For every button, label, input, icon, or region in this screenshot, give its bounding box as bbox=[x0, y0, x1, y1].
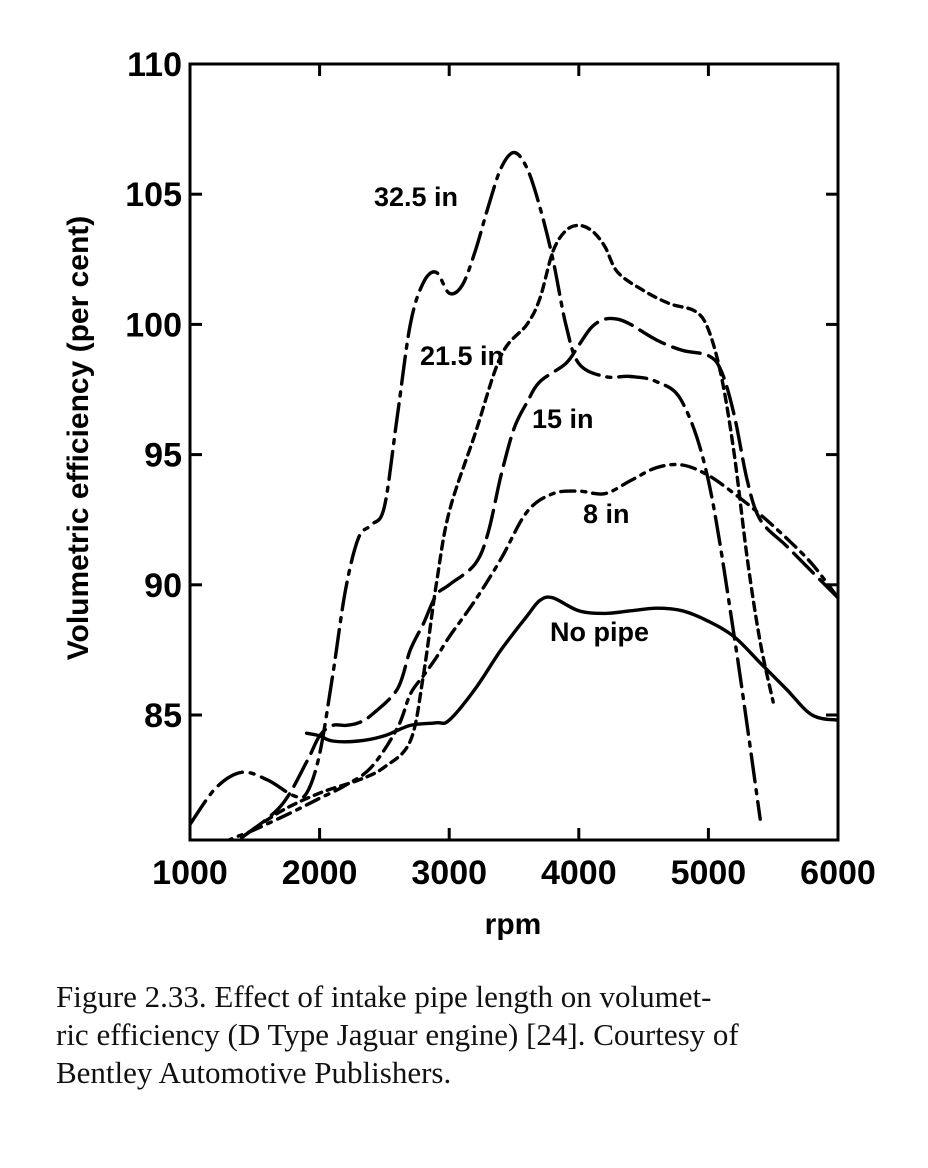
y-tick-label: 105 bbox=[125, 176, 182, 214]
axis-ticks bbox=[188, 62, 840, 840]
series-label-8-in: 8 in bbox=[583, 499, 630, 529]
x-axis-title: rpm bbox=[485, 908, 542, 941]
y-tick-label: 85 bbox=[144, 697, 182, 735]
plot-frame bbox=[188, 62, 840, 842]
y-tick-label: 95 bbox=[144, 437, 182, 475]
caption-line-3: Bentley Automotive Publishers. bbox=[56, 1055, 452, 1090]
series-line-15-in bbox=[240, 316, 838, 840]
y-axis-title: Volumetric efficiency (per cent) bbox=[62, 216, 95, 661]
x-tick-label: 1000 bbox=[152, 854, 228, 892]
x-tick-label: 6000 bbox=[800, 854, 876, 892]
x-tick-label: 3000 bbox=[411, 854, 487, 892]
y-tick-label: 100 bbox=[125, 306, 182, 344]
volumetric-efficiency-chart: 1000 2000 3000 4000 5000 6000 85 90 95 100 105 110… bbox=[62, 46, 876, 941]
series-labels: 32.5 in 21.5 in 15 in 8 in No pipe bbox=[374, 182, 649, 647]
series-line-8-in bbox=[224, 462, 838, 840]
x-tick-label: 5000 bbox=[671, 854, 747, 892]
x-tick-labels: 1000 2000 3000 4000 5000 6000 bbox=[152, 854, 876, 892]
y-tick-label: 110 bbox=[127, 46, 182, 84]
figure-caption: Figure 2.33. Effect of intake pipe lengt… bbox=[56, 978, 896, 1092]
series-label-no-pipe: No pipe bbox=[550, 617, 649, 647]
series-label-15-in: 15 in bbox=[532, 404, 594, 434]
series-label-21-5-in: 21.5 in bbox=[420, 341, 504, 371]
x-tick-label: 2000 bbox=[282, 854, 358, 892]
series-label-32-5-in: 32.5 in bbox=[374, 182, 458, 212]
series-lines bbox=[190, 150, 838, 840]
series-line-no-pipe bbox=[304, 595, 838, 744]
x-tick-label: 4000 bbox=[541, 854, 617, 892]
y-tick-label: 90 bbox=[144, 567, 182, 605]
series-line-32-5-in bbox=[190, 150, 762, 827]
y-tick-labels: 85 90 95 100 105 110 bbox=[125, 46, 182, 735]
caption-line-2: ric efficiency (D Type Jaguar engine) [2… bbox=[56, 1017, 739, 1052]
caption-line-1: Figure 2.33. Effect of intake pipe lengt… bbox=[56, 979, 712, 1014]
